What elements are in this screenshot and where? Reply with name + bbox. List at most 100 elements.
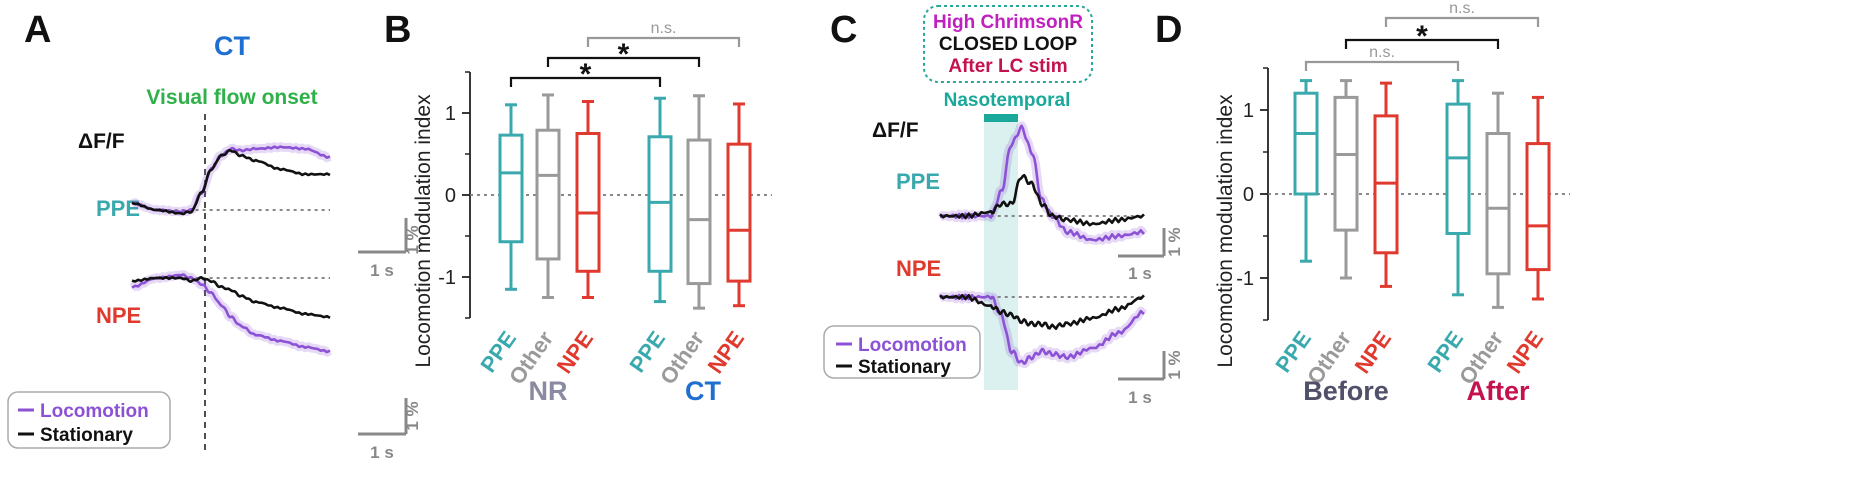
- group-label: Before: [1303, 376, 1389, 406]
- sig-bracket: [546, 56, 701, 67]
- trace-npe-stationary: [131, 275, 331, 319]
- box-1: [535, 93, 561, 299]
- trace-ppe-locomotion: [939, 124, 1145, 242]
- sig-bracket: [586, 36, 741, 47]
- panel-d: D Locomotion modulation index 10-1PPEOth…: [1155, 0, 1570, 406]
- box-5: [1525, 95, 1551, 301]
- ppe-row-label-c: PPE: [896, 169, 940, 194]
- trace-ppe-locomotion: [131, 145, 331, 214]
- box-iqr: [1485, 132, 1511, 276]
- box-3: [647, 96, 673, 304]
- y-tick-label: 1: [1243, 100, 1254, 122]
- scale-x-label-c2: 1 s: [1128, 388, 1152, 407]
- stimulus-bar: [984, 114, 1018, 122]
- sem-band-ppe: [938, 121, 1148, 245]
- sig-bracket: [509, 76, 662, 87]
- stimulus-label: Nasotemporal: [944, 90, 1071, 111]
- panel-letter-c: C: [830, 9, 857, 51]
- dff-label: ΔF/F: [78, 130, 125, 153]
- box-2: [1373, 81, 1399, 288]
- group-label: NR: [529, 376, 568, 406]
- box-iqr: [726, 142, 752, 283]
- box-iqr: [575, 132, 601, 273]
- panel-a-title: CT: [214, 31, 250, 61]
- npe-row-label: NPE: [96, 303, 141, 328]
- legend-locomotion: Locomotion: [40, 401, 149, 422]
- trace-npe-stationary: [939, 293, 1145, 330]
- sem-band-npe: [938, 290, 1148, 369]
- panel-c-traces: [938, 121, 1148, 369]
- box-iqr: [1445, 102, 1471, 235]
- npe-row-label-c: NPE: [896, 256, 941, 281]
- sig-label: *: [580, 58, 592, 91]
- category-label: NPE: [552, 327, 598, 378]
- box-3: [1445, 79, 1471, 297]
- y-tick-label: -1: [1236, 268, 1254, 290]
- y-tick-label: 0: [445, 185, 456, 207]
- trace-ppe-stationary: [131, 149, 331, 216]
- box-iqr: [1333, 95, 1359, 232]
- scale-y-label-c1: 1 %: [1165, 227, 1184, 256]
- box-iqr: [686, 138, 712, 286]
- sem-band-ppe: [130, 142, 332, 217]
- panel-letter-b: B: [384, 9, 411, 51]
- box-5: [726, 102, 752, 308]
- y-tick-label: 1: [445, 103, 456, 125]
- y-axis-title-d: Locomotion modulation index: [1214, 94, 1237, 368]
- box-4: [686, 94, 712, 310]
- category-label: NPE: [1350, 327, 1396, 378]
- trace-npe-locomotion: [131, 273, 331, 354]
- scale-y-label-1: 1 %: [403, 225, 422, 254]
- condition-chrimson: High ChrimsonR: [933, 12, 1083, 33]
- scale-x-label-c1: 1 s: [1128, 264, 1152, 283]
- box-iqr: [535, 128, 561, 261]
- box-iqr: [647, 135, 673, 273]
- ppe-row-label: PPE: [96, 196, 140, 221]
- legend-stationary-c: Stationary: [858, 357, 951, 378]
- box-iqr: [1293, 91, 1319, 196]
- sig-label: n.s.: [1369, 44, 1395, 61]
- sig-label: *: [1416, 20, 1428, 53]
- legend-box-c: [823, 325, 981, 379]
- sig-label: n.s.: [1449, 0, 1475, 17]
- condition-box: [923, 5, 1093, 83]
- panel-letter-a: A: [24, 9, 51, 51]
- panel-a: A CT Visual flow onset ΔF/F PPE NPE 1 % …: [7, 9, 422, 462]
- stimulus-shade: [984, 122, 1018, 390]
- box-iqr: [498, 133, 524, 244]
- box-iqr: [1525, 142, 1551, 272]
- category-label: NPE: [1502, 327, 1548, 378]
- box-4: [1485, 91, 1511, 309]
- group-label: After: [1466, 376, 1529, 406]
- trace-npe-locomotion: [939, 293, 1145, 365]
- box-1: [1333, 79, 1359, 280]
- panel-b: B Locomotion modulation index 10-1PPEOth…: [384, 9, 772, 406]
- visual-flow-onset-label: Visual flow onset: [146, 86, 317, 109]
- sig-label: n.s.: [651, 20, 677, 37]
- group-label: CT: [685, 376, 721, 406]
- legend-box-a: [7, 391, 171, 449]
- trace-ppe-stationary: [939, 173, 1145, 227]
- sig-bracket: [1384, 16, 1540, 27]
- legend-stationary: Stationary: [40, 425, 133, 446]
- box-0: [1293, 79, 1319, 263]
- condition-closed-loop: CLOSED LOOP: [939, 34, 1078, 55]
- y-tick-label: 0: [1243, 184, 1254, 206]
- scale-x-label-1: 1 s: [370, 261, 394, 280]
- y-axis-title-b: Locomotion modulation index: [412, 94, 435, 368]
- scale-y-label-c2: 1 %: [1165, 350, 1184, 379]
- panel-c: C High ChrimsonR CLOSED LOOP After LC st…: [823, 5, 1184, 407]
- sig-label: *: [618, 38, 630, 71]
- sig-bracket: [1344, 38, 1500, 49]
- condition-after-lc: After LC stim: [948, 56, 1067, 77]
- sig-bracket: [1304, 60, 1460, 71]
- y-tick-label: -1: [438, 267, 456, 289]
- box-0: [498, 103, 524, 291]
- panel-a-traces: [129, 142, 332, 357]
- legend-locomotion-c: Locomotion: [858, 335, 967, 356]
- scale-x-label-2: 1 s: [370, 443, 394, 462]
- dff-label-c: ΔF/F: [872, 119, 919, 142]
- panel-letter-d: D: [1155, 9, 1182, 51]
